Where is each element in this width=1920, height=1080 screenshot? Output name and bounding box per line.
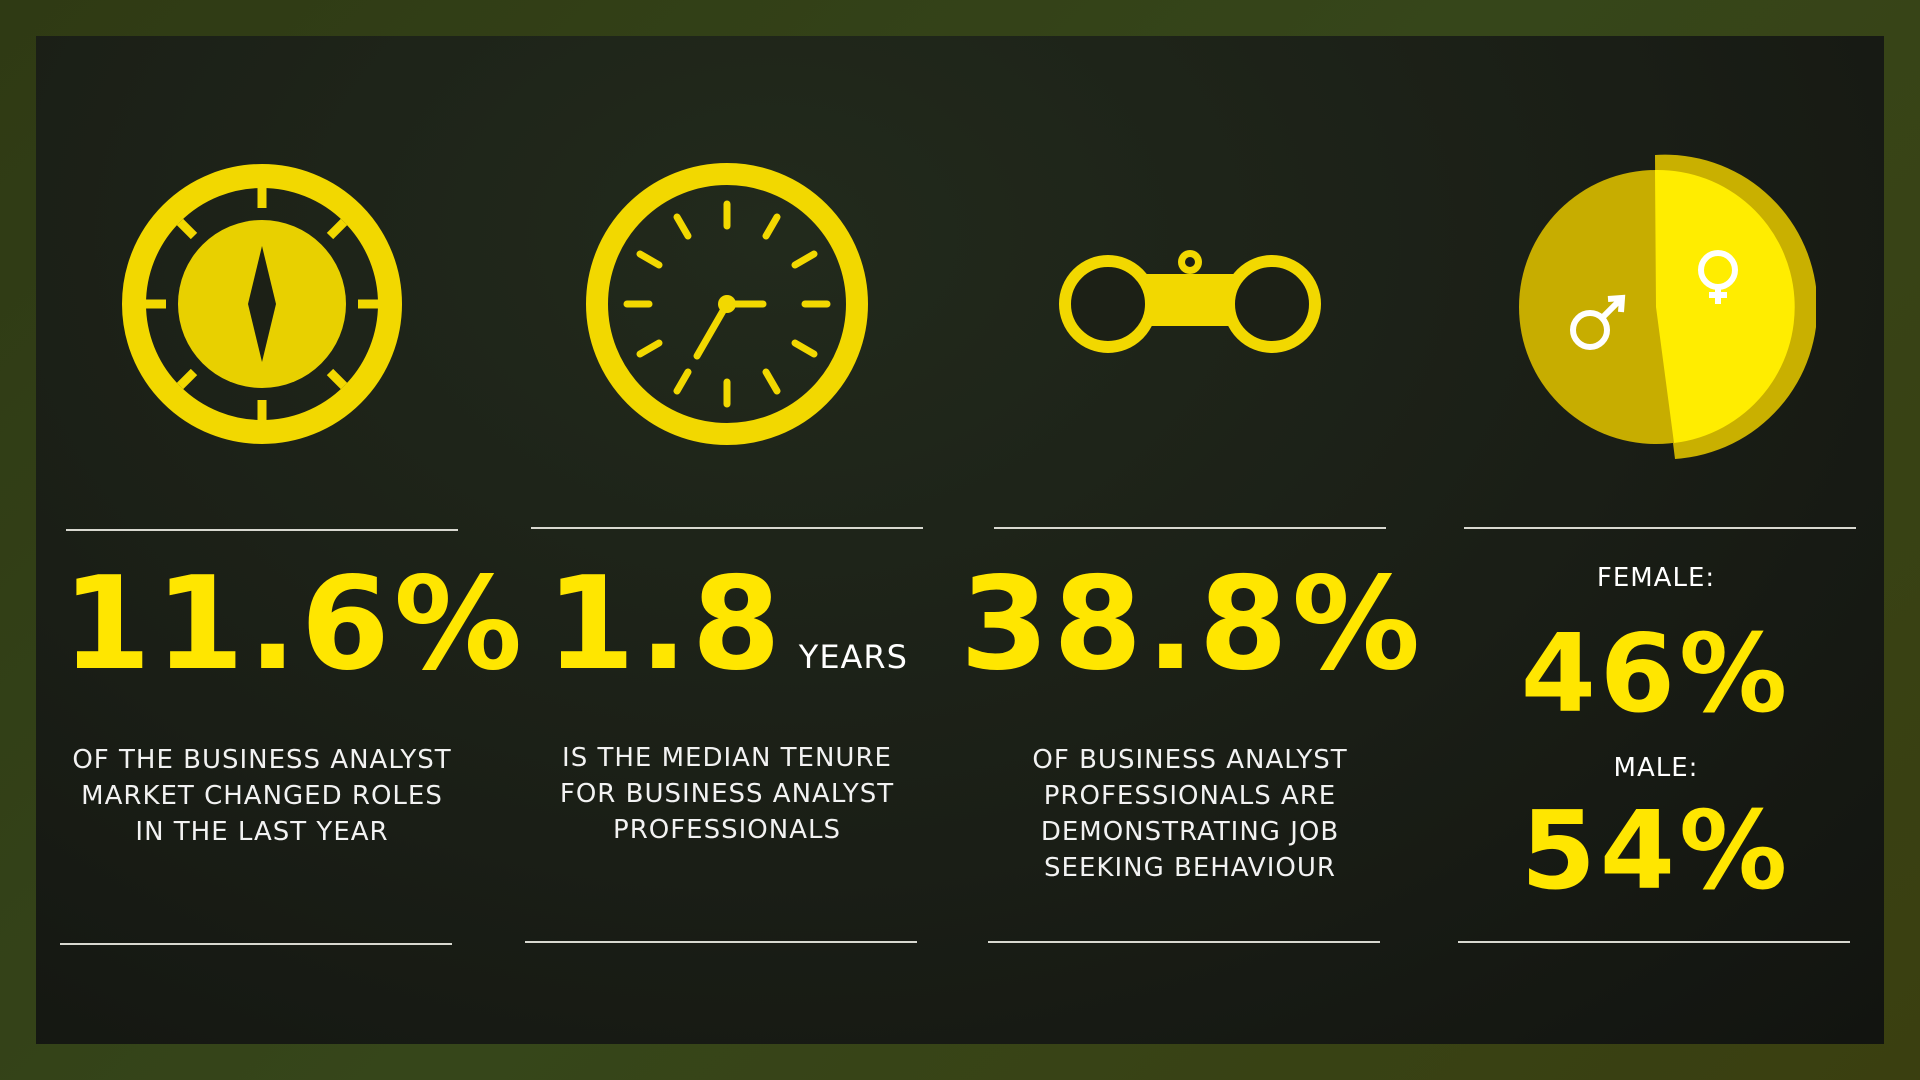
divider-top (531, 527, 923, 529)
divider-bottom (60, 943, 452, 945)
stat-job-seeking: 38.8% OF BUSINESS ANALYST PROFESSIONALS … (960, 0, 1420, 1080)
stat-value: 11.6% (62, 550, 527, 699)
stat-description: OF THE BUSINESS ANALYST MARKET CHANGED R… (72, 745, 452, 847)
male-symbol-icon (1570, 294, 1626, 350)
clock-icon (586, 163, 868, 445)
compass-icon (122, 164, 402, 444)
divider-top (994, 527, 1386, 529)
divider-bottom (1458, 941, 1850, 943)
binoculars-icon (1059, 250, 1321, 353)
divider-top (66, 529, 458, 531)
tenure-number: 1.8 (546, 550, 785, 699)
tenure-unit: YEARS (798, 638, 908, 676)
stat-median-tenure: 1.8 YEARS IS THE MEDIAN TENURE FOR BUSINE… (525, 0, 927, 1080)
stat-gender-split: FEMALE: 46% MALE: 54% (1456, 0, 1856, 1080)
stat-value: 1.8 YEARS (527, 560, 927, 722)
stat-value: 38.8% (960, 550, 1425, 699)
gender-pie-icon (1519, 154, 1816, 459)
female-symbol-icon (1698, 250, 1738, 304)
divider-bottom (525, 941, 917, 943)
divider-top (1464, 527, 1856, 529)
stat-roles-changed: 11.6% OF THE BUSINESS ANALYST MARKET CHA… (60, 0, 527, 1080)
male-label: MALE: (1613, 753, 1699, 783)
male-value: 54% (1520, 789, 1792, 914)
female-value: 46% (1520, 612, 1792, 737)
stat-description: IS THE MEDIAN TENURE FOR BUSINESS ANALYS… (559, 743, 895, 845)
divider-bottom (988, 941, 1380, 943)
stat-description: OF BUSINESS ANALYST PROFESSIONALS ARE DE… (1032, 745, 1348, 883)
female-label: FEMALE: (1596, 563, 1716, 593)
female-slice (1655, 169, 1795, 443)
